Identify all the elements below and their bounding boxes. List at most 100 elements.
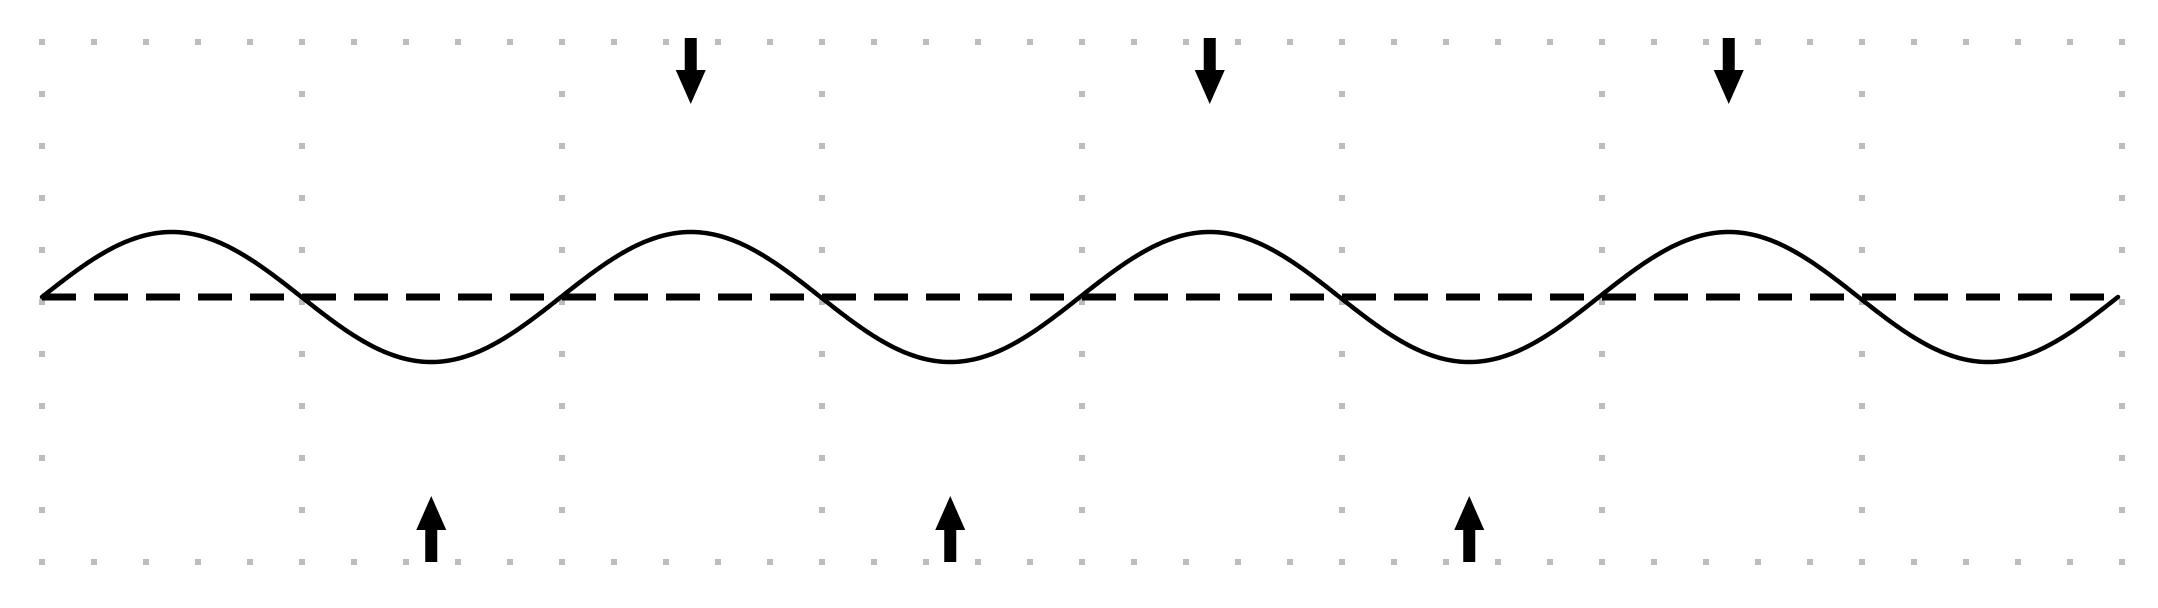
grid-dot bbox=[871, 39, 877, 45]
arrow-up-icon bbox=[416, 496, 446, 562]
grid-dot bbox=[39, 91, 45, 97]
grid-dot bbox=[1599, 559, 1605, 565]
grid-dot bbox=[195, 39, 201, 45]
grid-dot bbox=[1859, 559, 1865, 565]
grid-dot bbox=[299, 91, 305, 97]
grid-dot bbox=[2067, 559, 2073, 565]
grid-dot bbox=[1859, 403, 1865, 409]
grid-dot bbox=[559, 403, 565, 409]
grid-dot bbox=[1859, 351, 1865, 357]
grid-dot bbox=[975, 39, 981, 45]
grid-dot bbox=[559, 195, 565, 201]
grid-dot bbox=[819, 91, 825, 97]
grid-dot bbox=[1391, 559, 1397, 565]
grid-dot bbox=[1339, 351, 1345, 357]
grid-dot bbox=[1079, 455, 1085, 461]
grid-dot bbox=[1963, 39, 1969, 45]
grid-dot bbox=[143, 39, 149, 45]
arrow-up-icon bbox=[1454, 496, 1484, 562]
grid-dot bbox=[1391, 39, 1397, 45]
grid-dot bbox=[2119, 143, 2125, 149]
grid-dot bbox=[2067, 39, 2073, 45]
arrow-up-icon bbox=[935, 496, 965, 562]
grid-dot bbox=[1235, 39, 1241, 45]
grid-dot bbox=[1183, 559, 1189, 565]
grid-dot bbox=[1339, 195, 1345, 201]
grid-dot bbox=[559, 247, 565, 253]
grid-dot bbox=[455, 559, 461, 565]
grid-dot bbox=[1131, 39, 1137, 45]
grid-dot bbox=[1287, 559, 1293, 565]
grid-dot bbox=[299, 39, 305, 45]
arrow-down-icon bbox=[1714, 38, 1744, 104]
grid-dot bbox=[819, 39, 825, 45]
grid-dot bbox=[819, 455, 825, 461]
grid-dot bbox=[819, 143, 825, 149]
grid-dot bbox=[351, 39, 357, 45]
grid-dot bbox=[2119, 91, 2125, 97]
grid-dot bbox=[507, 39, 513, 45]
grid-dot bbox=[1495, 39, 1501, 45]
grid-dot bbox=[39, 559, 45, 565]
grid-dot bbox=[1547, 559, 1553, 565]
grid-dot bbox=[819, 195, 825, 201]
grid-dot bbox=[559, 91, 565, 97]
dotted-grid bbox=[39, 39, 2125, 565]
grid-dot bbox=[39, 143, 45, 149]
grid-dot bbox=[767, 559, 773, 565]
grid-dot bbox=[1183, 39, 1189, 45]
grid-dot bbox=[975, 559, 981, 565]
grid-dot bbox=[819, 559, 825, 565]
grid-dot bbox=[1599, 507, 1605, 513]
grid-dot bbox=[611, 39, 617, 45]
grid-dot bbox=[299, 455, 305, 461]
grid-dot bbox=[1703, 559, 1709, 565]
grid-dot bbox=[1599, 247, 1605, 253]
grid-dot bbox=[1755, 39, 1761, 45]
grid-dot bbox=[1599, 403, 1605, 409]
arrow-down-icon bbox=[676, 38, 706, 104]
grid-dot bbox=[1339, 247, 1345, 253]
grid-dot bbox=[559, 39, 565, 45]
grid-dot bbox=[299, 559, 305, 565]
grid-dot bbox=[1079, 507, 1085, 513]
grid-dot bbox=[195, 559, 201, 565]
grid-dot bbox=[559, 143, 565, 149]
grid-dot bbox=[39, 39, 45, 45]
grid-dot bbox=[1599, 195, 1605, 201]
grid-dot bbox=[247, 39, 253, 45]
grid-dot bbox=[1339, 91, 1345, 97]
grid-dot bbox=[819, 403, 825, 409]
grid-dot bbox=[923, 39, 929, 45]
grid-dot bbox=[1911, 39, 1917, 45]
grid-dot bbox=[1339, 455, 1345, 461]
grid-dot bbox=[1131, 559, 1137, 565]
grid-dot bbox=[299, 195, 305, 201]
grid-dot bbox=[1079, 39, 1085, 45]
grid-dot bbox=[1599, 143, 1605, 149]
grid-dot bbox=[819, 351, 825, 357]
grid-dot bbox=[2119, 403, 2125, 409]
grid-dot bbox=[1599, 91, 1605, 97]
grid-dot bbox=[2119, 299, 2125, 305]
grid-dot bbox=[39, 247, 45, 253]
grid-dot bbox=[2119, 195, 2125, 201]
grid-dot bbox=[559, 507, 565, 513]
grid-dot bbox=[715, 39, 721, 45]
grid-dot bbox=[1599, 455, 1605, 461]
grid-dot bbox=[1755, 559, 1761, 565]
grid-dot bbox=[1443, 39, 1449, 45]
grid-dot bbox=[1651, 39, 1657, 45]
grid-dot bbox=[351, 559, 357, 565]
grid-dot bbox=[1859, 507, 1865, 513]
grid-dot bbox=[2119, 39, 2125, 45]
grid-dot bbox=[455, 39, 461, 45]
grid-dot bbox=[2015, 559, 2021, 565]
grid-dot bbox=[1859, 195, 1865, 201]
grid-dot bbox=[1027, 39, 1033, 45]
grid-dot bbox=[299, 403, 305, 409]
grid-dot bbox=[715, 559, 721, 565]
grid-dot bbox=[91, 39, 97, 45]
grid-dot bbox=[1079, 403, 1085, 409]
